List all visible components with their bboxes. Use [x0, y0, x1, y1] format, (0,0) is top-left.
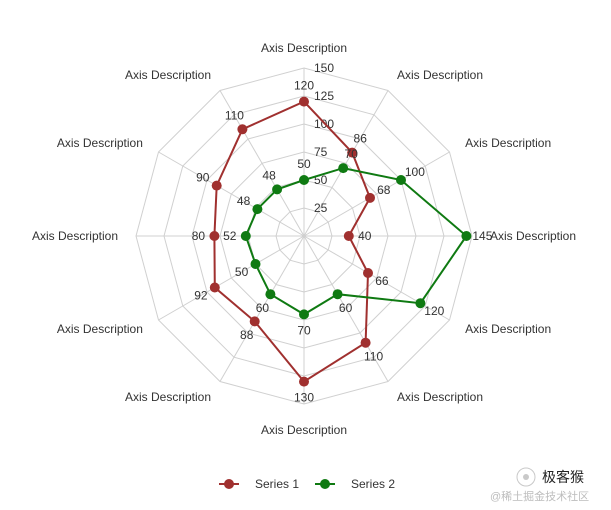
data-point[interactable]: [347, 147, 358, 158]
data-point[interactable]: [249, 316, 260, 327]
radial-tick-label: 75: [314, 145, 328, 159]
legend: Series 1 Series 2: [219, 477, 395, 491]
data-point[interactable]: [252, 204, 263, 215]
axis-spoke: [303, 235, 389, 382]
watermark-logo-dot-icon: [523, 474, 529, 480]
axis-spoke: [158, 151, 305, 237]
axis-label: Axis Description: [32, 229, 118, 243]
series-group: 120 86 68 40 66 110 130 88 92 80 90 110 50 70 100 145 12…: [192, 79, 493, 405]
data-label: 48: [262, 169, 276, 183]
data-point[interactable]: [299, 309, 309, 320]
data-point[interactable]: [272, 184, 283, 195]
data-label: 92: [194, 289, 208, 303]
axis-label: Axis Description: [465, 136, 551, 150]
data-label: 110: [364, 350, 383, 364]
watermark-title: 极客猴: [542, 469, 584, 485]
data-label: 66: [375, 274, 389, 288]
data-label: 52: [223, 229, 237, 243]
axis-spoke: [158, 235, 305, 321]
data-point[interactable]: [365, 192, 375, 203]
data-label: 68: [377, 183, 391, 197]
data-point[interactable]: [338, 163, 349, 174]
data-point[interactable]: [209, 282, 220, 293]
data-point[interactable]: [237, 124, 248, 135]
axis-label: Axis Description: [125, 390, 211, 404]
data-label: 70: [345, 147, 359, 161]
data-point[interactable]: [332, 289, 343, 300]
data-point[interactable]: [299, 96, 309, 107]
axis-spoke: [219, 90, 305, 237]
axis-spoke: [303, 151, 450, 237]
axis-label: Axis Description: [57, 136, 143, 150]
axis-label: Axis Description: [261, 423, 347, 437]
axis-label: Axis Description: [397, 68, 483, 82]
data-label: 60: [256, 301, 270, 315]
data-point[interactable]: [360, 337, 371, 348]
radial-tick-label: 125: [314, 89, 334, 103]
data-label: 120: [294, 79, 314, 93]
data-label: 145: [472, 229, 492, 243]
legend-item-series-2[interactable]: Series 2: [315, 477, 395, 491]
data-label: 100: [405, 165, 425, 179]
data-point[interactable]: [265, 289, 276, 300]
legend-label: Series 2: [351, 477, 395, 491]
data-label: 130: [294, 391, 314, 405]
data-point[interactable]: [461, 231, 472, 241]
axis-label: Axis Description: [125, 68, 211, 82]
legend-item-series-1[interactable]: Series 1: [219, 477, 299, 491]
data-label: 70: [297, 323, 311, 337]
data-label: 88: [240, 328, 254, 342]
watermark-logo-icon: [516, 467, 536, 487]
axis-label: Axis Description: [490, 229, 576, 243]
data-point[interactable]: [299, 175, 309, 185]
radial-tick-label: 150: [314, 61, 334, 75]
axis-label: Axis Description: [397, 390, 483, 404]
data-label: 60: [339, 301, 353, 315]
data-label: 110: [225, 108, 244, 122]
data-label: 90: [196, 171, 210, 185]
legend-marker: [224, 479, 234, 489]
axis-spoke: [303, 235, 450, 321]
series-2: 50 70 100 145 120 60 70 60 50 52 48 48: [223, 147, 493, 337]
axis-labels: Axis Description Axis Description Axis Des…: [32, 41, 576, 437]
data-point[interactable]: [299, 376, 309, 387]
data-point[interactable]: [209, 231, 220, 241]
watermark-subtitle: @稀土掘金技术社区: [490, 489, 589, 503]
watermark: 极客猴 @稀土掘金技术社区: [490, 467, 589, 503]
data-label: 40: [358, 229, 372, 243]
data-point[interactable]: [363, 268, 373, 278]
axis-spoke: [219, 235, 305, 382]
data-label: 86: [354, 132, 368, 146]
data-point[interactable]: [343, 231, 354, 241]
radial-tick-label: 25: [314, 201, 328, 215]
data-label: 48: [237, 194, 251, 208]
data-point[interactable]: [396, 175, 406, 185]
radar-grid: [135, 67, 473, 405]
axis-label: Axis Description: [465, 322, 551, 336]
legend-marker: [320, 479, 330, 489]
data-point[interactable]: [211, 180, 222, 191]
data-label: 50: [235, 265, 249, 279]
axis-spoke: [303, 90, 389, 237]
series-line: [213, 100, 372, 383]
legend-label: Series 1: [255, 477, 299, 491]
data-point[interactable]: [240, 231, 251, 241]
axis-label: Axis Description: [57, 322, 143, 336]
data-point[interactable]: [415, 298, 426, 309]
data-point[interactable]: [250, 259, 261, 269]
data-label: 50: [297, 157, 311, 171]
data-label: 120: [424, 304, 444, 318]
data-label: 80: [192, 229, 206, 243]
series-1: 120 86 68 40 66 110 130 88 92 80 90 110: [192, 79, 391, 405]
axis-label: Axis Description: [261, 41, 347, 55]
